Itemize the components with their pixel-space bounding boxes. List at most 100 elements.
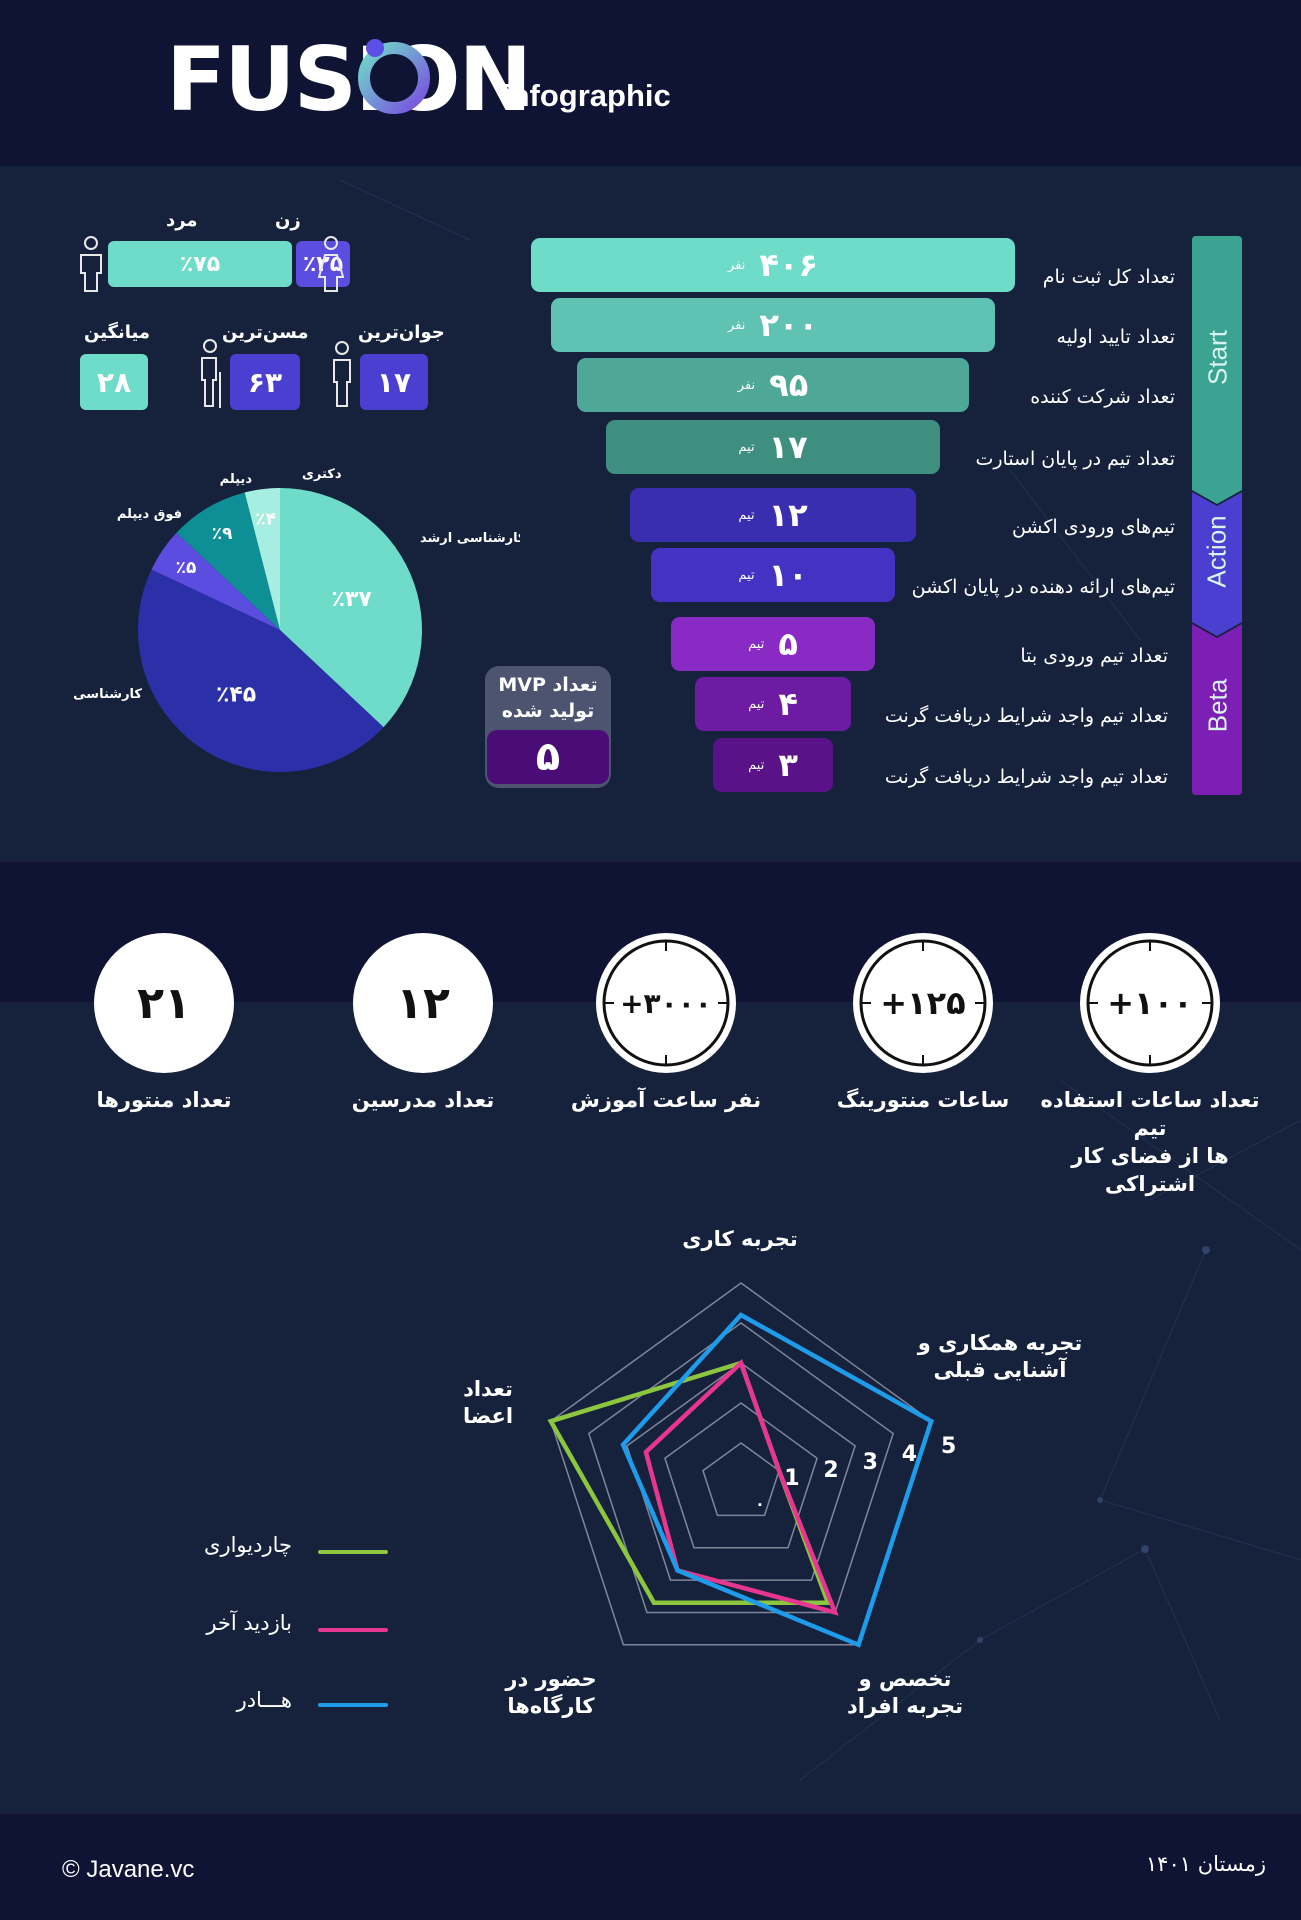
funnel-bar: ۵ تیم [671, 617, 875, 671]
radar-chart: ۰1 2 3 4 5 [547, 1282, 956, 1648]
child-icon [333, 341, 351, 407]
pie-slice-label: فوق دیپلم [117, 507, 182, 522]
funnel-value: ۵ [778, 625, 798, 663]
pie-slice-value: ٪۴ [255, 509, 276, 529]
funnel-row-label: تیم‌های ورودی اکشن [1011, 516, 1175, 538]
youngest-age-label: جوان‌ترین [358, 322, 445, 343]
funnel-unit: تیم [748, 696, 765, 712]
clock-dial-icon [859, 939, 987, 1067]
funnel-unit: نفر [728, 257, 746, 273]
funnel-value: ۹۵ [769, 366, 809, 404]
radar-axis-members-line2: اعضا [462, 1404, 514, 1428]
funnel-bar: ۹۵ نفر [577, 358, 969, 412]
pie-slice-label: دیپلم [220, 472, 253, 487]
funnel-value: ۳ [778, 746, 798, 784]
education-pie-chart: ٪۳۷ کارشناسی ارشد ٪۴۵ کارشناسی ٪۵ فوق دیپلم ٪۹… [73, 467, 520, 772]
stat-label: تعداد مدرسین [351, 1088, 495, 1112]
male-share-value: ٪۷۵ [179, 251, 221, 277]
mvp-title: تعداد MVP تولید شده [485, 672, 611, 724]
funnel-row-label: تعداد تیم واجد شرایط دریافت گرنت [884, 705, 1168, 727]
radar-series-line [620, 1312, 934, 1648]
female-label: زن [275, 210, 301, 231]
radar-grid-ring [587, 1322, 895, 1614]
pie-slice-label: کارشناسی [73, 687, 142, 702]
radar-axis-experience: تجربه کاری [682, 1227, 798, 1251]
radar-scale-label: ۰ [755, 1494, 765, 1513]
logo-ring-icon [358, 39, 430, 114]
pie-slice-label: کارشناسی ارشد [420, 531, 520, 546]
funnel-value: ۴ [778, 685, 798, 723]
oldest-age-value: ۶۳ [230, 354, 300, 410]
pie-slice-value: ٪۳۷ [332, 587, 373, 612]
mvp-title-line1: تعداد MVP [498, 674, 598, 696]
radar-axis-collaboration-line1: تجربه همکاری و [917, 1331, 1083, 1355]
stat-value: +۱۲۵ [880, 984, 966, 1022]
radar-axis-collaboration: تجربه همکاری و آشنایی قبلی [900, 1330, 1100, 1384]
funnel-bar: ۴ تیم [695, 677, 851, 731]
header-band [0, 0, 1301, 166]
funnel-row-label: تیم‌های ارائه دهنده در پایان اکشن [911, 576, 1175, 598]
radar-axis-workshops-line1: حضور در [505, 1667, 597, 1691]
elder-icon [201, 339, 221, 408]
radar-axis-collaboration-line2: آشنایی قبلی [933, 1358, 1067, 1382]
oldest-age-label: مسن‌ترین [222, 322, 309, 343]
radar-axis-workshops: حضور در کارگاه‌ها [466, 1666, 636, 1720]
pie-slice-value: ٪۵ [176, 558, 197, 578]
funnel-value: ۱۲ [768, 496, 808, 534]
stat-value: ۱۲ [396, 977, 450, 1029]
funnel-bar: ۱۲ تیم [630, 488, 916, 542]
legend-label-bazdid: بازدید آخر [206, 1611, 292, 1635]
funnel-value: ۱۰ [768, 556, 808, 594]
male-share-bar: ٪۷۵ [108, 241, 292, 287]
footer-copyright: © Javane.vc [62, 1856, 195, 1883]
radar-grid-ring [702, 1442, 780, 1517]
woman-icon [317, 236, 345, 292]
stat-circle: ۱۲ [353, 933, 493, 1073]
stage-beta-label: Beta [1202, 678, 1233, 733]
stat-label: ساعات منتورینگ [836, 1088, 1010, 1112]
legend-label-hader: هـــادر [236, 1688, 292, 1712]
radar-axis-expertise-line2: تجربه افراد [846, 1694, 963, 1718]
funnel-value: ۱۷ [768, 428, 808, 466]
pie-slice-value: ٪۴۵ [216, 683, 256, 708]
funnel-row-label: تعداد تیم واجد شرایط دریافت گرنت [884, 766, 1168, 788]
average-age-value: ۲۸ [80, 354, 148, 410]
funnel-row-label: تعداد تیم در پایان استارت [975, 448, 1175, 470]
funnel-bar: ۱۰ تیم [651, 548, 895, 602]
youngest-age-value: ۱۷ [360, 354, 428, 410]
legend-label-chardivari: چاردیواری [204, 1533, 292, 1557]
funnel-bar: ۲۰۰ نفر [551, 298, 995, 352]
clock-dial-icon [1086, 939, 1214, 1067]
pie-slice [280, 488, 422, 728]
mvp-title-line2: تولید شده [501, 700, 595, 722]
funnel-unit: تیم [738, 439, 755, 455]
radar-scale-label: 1 [784, 1466, 799, 1491]
logo-subtitle: infographic [502, 78, 671, 113]
pie-slice [176, 492, 280, 630]
clock-dial-icon [602, 939, 730, 1067]
radar-axis-members-line1: تعداد [463, 1377, 513, 1401]
radar-grid-ring [625, 1362, 857, 1581]
male-label: مرد [166, 210, 198, 231]
radar-scale-label: 4 [902, 1442, 917, 1467]
pie-slice-value: ٪۹ [212, 524, 233, 544]
funnel-unit: نفر [728, 317, 746, 333]
funnel-bar: ۴۰۶ نفر [531, 238, 1015, 292]
stat-circle: ۲۱ [94, 933, 234, 1073]
stat-label: نفر ساعت آموزش [570, 1088, 762, 1112]
radar-axis-members: تعداد اعضا [428, 1376, 548, 1430]
funnel-unit: تیم [738, 567, 755, 583]
stat-label: تعداد منتورها [96, 1088, 232, 1112]
legend-line-chardivari [318, 1550, 388, 1554]
funnel-unit: تیم [748, 757, 765, 773]
footer-band [0, 1814, 1301, 1920]
radar-scale-label: 5 [941, 1434, 956, 1459]
stat-value: ۲۱ [137, 977, 191, 1029]
stat-label: تعداد ساعات استفاده تیم ها از فضای کار اش… [1040, 1088, 1260, 1196]
funnel-unit: تیم [738, 507, 755, 523]
funnel-value: ۴۰۶ [759, 246, 818, 284]
funnel-row-label: تعداد تیم ورودی بتا [1020, 645, 1168, 667]
funnel-unit: تیم [748, 636, 765, 652]
stage-start-label: Start [1202, 330, 1233, 385]
